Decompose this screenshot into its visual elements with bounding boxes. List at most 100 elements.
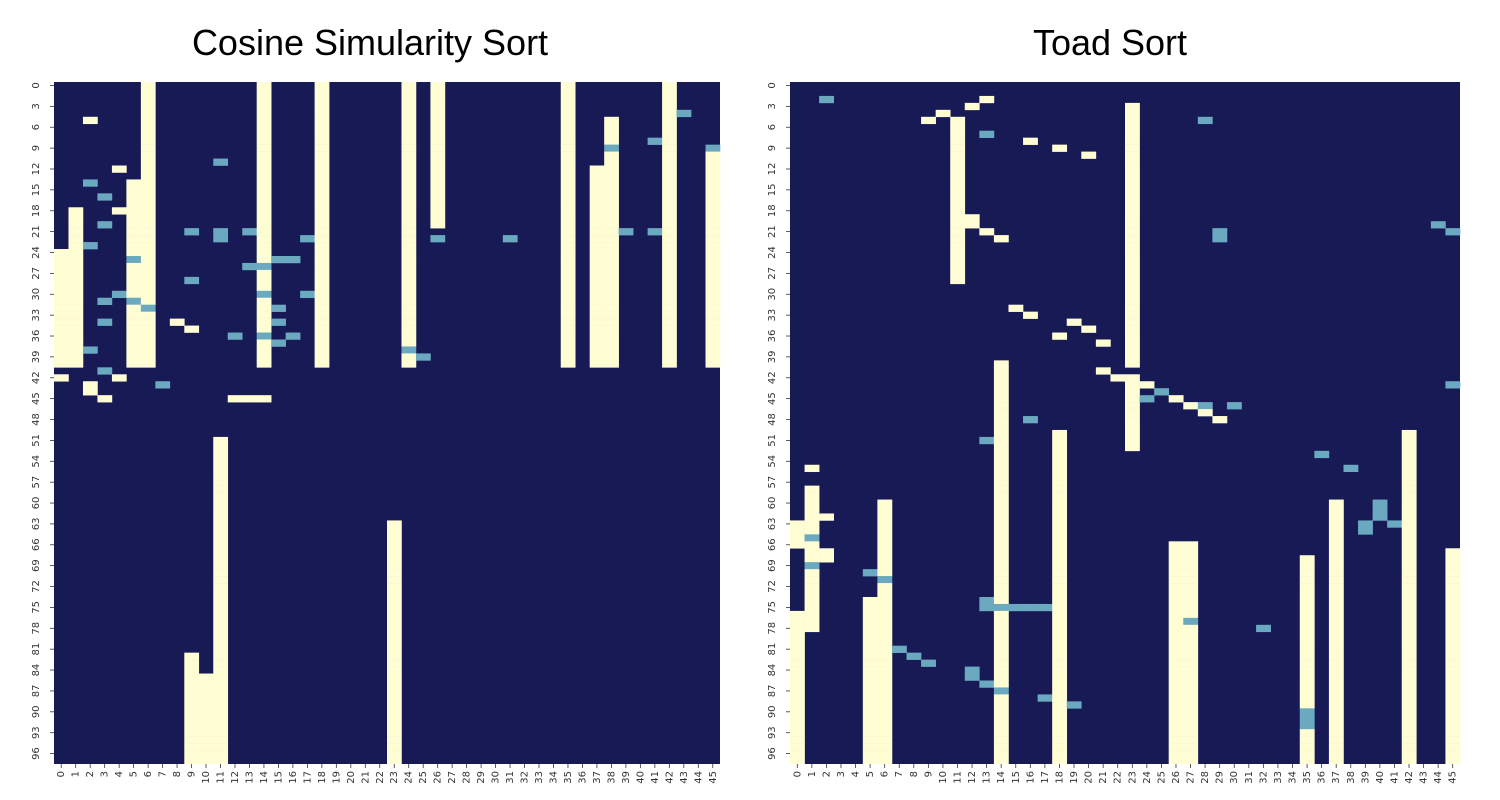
heatmap-cell: [1299, 715, 1315, 723]
heatmap-cell: [1125, 283, 1140, 292]
heatmap-cell: [1328, 750, 1344, 758]
heatmap-cell: [256, 116, 272, 125]
heatmap-cell: [126, 262, 142, 271]
heatmap-cell: [1401, 701, 1417, 709]
heatmap-cell: [877, 576, 893, 584]
heatmap-cell: [560, 318, 576, 326]
heatmap-cell: [790, 541, 805, 549]
x-tick-label: 4: [851, 771, 862, 777]
heatmap-cell: [560, 332, 576, 340]
heatmap-cell: [964, 666, 980, 674]
heatmap-cell: [256, 353, 272, 361]
heatmap-cell: [662, 102, 677, 111]
heatmap-cell: [950, 144, 966, 152]
heatmap-cell: [1445, 562, 1461, 570]
heatmap-cell: [964, 102, 980, 111]
heatmap-cell: [993, 562, 1009, 570]
x-tick-label: 37: [592, 771, 603, 784]
heatmap-cell: [604, 179, 619, 187]
heatmap-cell: [97, 297, 113, 305]
heatmap-cell: [877, 666, 893, 674]
heatmap-cell: [54, 346, 69, 354]
heatmap-cell: [560, 214, 576, 222]
heatmap-cell: [1052, 638, 1068, 646]
heatmap-cell: [662, 290, 677, 299]
x-tick-label: 14: [259, 771, 270, 784]
heatmap-cell: [950, 214, 966, 222]
heatmap-cell: [401, 339, 417, 347]
heatmap-cell: [1401, 534, 1417, 542]
heatmap-cell: [401, 172, 417, 180]
heatmap-cell: [705, 172, 721, 180]
heatmap-cell: [1081, 325, 1097, 333]
y-tick-label: 18: [31, 204, 42, 217]
heatmap-cell: [126, 297, 142, 305]
heatmap-cell: [662, 242, 677, 250]
heatmap-cell: [1328, 715, 1344, 723]
heatmap-cell: [54, 276, 69, 285]
heatmap-cell: [1328, 555, 1344, 563]
heatmap-cell: [256, 242, 272, 250]
heatmap-cell: [705, 297, 721, 305]
x-tick-label: 3: [836, 771, 847, 777]
heatmap-cell: [140, 235, 156, 243]
heatmap-cell: [862, 624, 878, 633]
heatmap-cell: [1401, 757, 1417, 765]
heatmap-cell: [213, 492, 229, 500]
heatmap-cell: [1154, 388, 1169, 396]
heatmap-cell: [705, 144, 721, 152]
heatmap-cell: [1328, 757, 1344, 765]
heatmap-cell: [140, 95, 156, 104]
heatmap-cell: [387, 548, 402, 556]
heatmap-cell: [993, 583, 1009, 591]
heatmap-cell: [1125, 325, 1140, 333]
heatmap-cell: [1328, 708, 1344, 716]
y-tick-label: 33: [767, 309, 778, 322]
heatmap-cell: [604, 339, 619, 347]
heatmap-cell: [140, 130, 156, 138]
heatmap-cell: [790, 631, 805, 640]
y-tick-label: 15: [31, 184, 42, 197]
x-tick-label: 28: [1200, 771, 1211, 784]
heatmap-cell: [993, 492, 1009, 500]
heatmap-cell: [1387, 520, 1403, 528]
heatmap-cell: [126, 255, 142, 264]
heatmap-cell: [401, 346, 417, 354]
heatmap-cell: [604, 221, 619, 229]
heatmap-cell: [415, 353, 431, 361]
heatmap-cell: [54, 374, 69, 382]
heatmap-cell: [1125, 436, 1140, 445]
heatmap-cell: [213, 666, 229, 674]
heatmap-cell: [804, 617, 820, 626]
heatmap-cell: [68, 353, 84, 361]
heatmap-cell: [1168, 652, 1184, 660]
heatmap-cell: [993, 666, 1009, 674]
heatmap-cell: [198, 687, 214, 695]
heatmap-cell: [184, 687, 200, 695]
heatmap-cell: [1168, 736, 1184, 744]
x-tick-label: 21: [1098, 771, 1109, 784]
heatmap-cell: [560, 172, 576, 180]
heatmap-cell: [314, 269, 330, 278]
heatmap-cell: [877, 750, 893, 758]
heatmap-cell: [1066, 318, 1082, 326]
heatmap-cell: [256, 109, 272, 118]
heatmap-cell: [705, 339, 721, 347]
x-tick-label: 8: [172, 771, 183, 777]
heatmap-cell: [68, 255, 84, 264]
heatmap-cell: [589, 249, 605, 257]
heatmap-cell: [1052, 722, 1068, 730]
heatmap-cell: [140, 339, 156, 347]
heatmap-cell: [430, 95, 446, 104]
heatmap-cell: [140, 214, 156, 222]
heatmap-cell: [68, 283, 84, 292]
heatmap-cell: [1052, 666, 1068, 674]
heatmap-cell: [804, 596, 820, 605]
heatmap-cell: [1445, 576, 1461, 584]
y-tick-label: 30: [767, 288, 778, 301]
heatmap-cell: [589, 318, 605, 326]
heatmap-cell: [950, 123, 966, 132]
heatmap-cell: [314, 151, 330, 159]
heatmap-cell: [877, 694, 893, 702]
heatmap-cell: [1183, 729, 1199, 737]
